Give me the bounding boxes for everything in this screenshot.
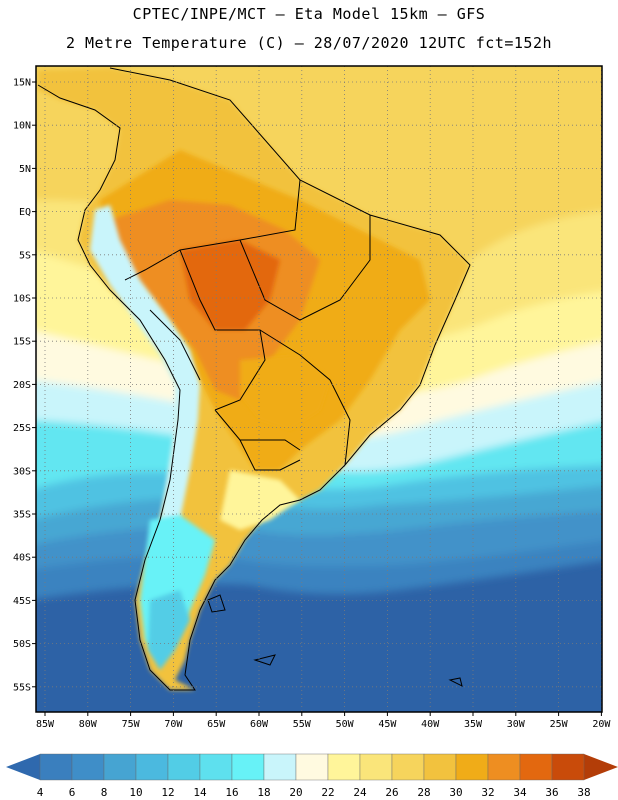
colorbar-label: 24 bbox=[353, 786, 367, 799]
colorbar-label: 22 bbox=[321, 786, 334, 799]
lon-tick-label: 25W bbox=[550, 719, 569, 730]
lat-tick-label: 15S bbox=[13, 337, 31, 348]
colorbar-label: 8 bbox=[101, 786, 108, 799]
colorbar-label: 38 bbox=[577, 786, 590, 799]
colorbar-arrow-left bbox=[6, 754, 40, 780]
colorbar-swatch bbox=[295, 753, 329, 781]
colorbar-label: 10 bbox=[129, 786, 142, 799]
colorbar-swatch bbox=[327, 753, 361, 781]
lon-tick-label: 30W bbox=[507, 719, 526, 730]
colorbar bbox=[6, 753, 618, 781]
colorbar-swatch bbox=[391, 753, 425, 781]
colorbar-swatch bbox=[263, 753, 297, 781]
colorbar-swatch bbox=[455, 753, 489, 781]
lat-tick-label: EQ bbox=[19, 207, 31, 218]
lat-tick-label: 25S bbox=[13, 423, 31, 434]
lat-tick-label: 45S bbox=[13, 596, 31, 607]
lon-tick-label: 60W bbox=[250, 719, 269, 730]
colorbar-label: 18 bbox=[257, 786, 270, 799]
colorbar-swatch bbox=[551, 753, 585, 781]
lon-tick-label: 80W bbox=[79, 719, 98, 730]
lon-tick-label: 85W bbox=[36, 719, 55, 730]
lon-tick-label: 50W bbox=[336, 719, 355, 730]
colorbar-label: 34 bbox=[513, 786, 527, 799]
colorbar-swatch bbox=[135, 753, 169, 781]
lat-tick-label: 10N bbox=[13, 121, 31, 132]
lat-tick-label: 30S bbox=[13, 466, 31, 477]
chart-title-line1: CPTEC/INPE/MCT – Eta Model 15km – GFS bbox=[132, 5, 486, 23]
coastline-borders bbox=[37, 67, 471, 691]
latitude-axis: 15N 10N 5N EQ 5S 10S 15S 20S 25S 30S 35S 40S 45S 50S 5… bbox=[13, 78, 36, 693]
longitude-axis: 85W 80W 75W 70W 65W 60W 55W 50W 45W 40W 35W 30W 25W 2… bbox=[36, 712, 611, 730]
lat-tick-label: 40S bbox=[13, 553, 31, 564]
map-frame bbox=[35, 65, 603, 713]
colorbar-swatch bbox=[487, 753, 521, 781]
lon-tick-label: 75W bbox=[122, 719, 141, 730]
colorbar-swatch bbox=[199, 753, 233, 781]
colorbar-label: 14 bbox=[193, 786, 207, 799]
colorbar-swatch bbox=[423, 753, 457, 781]
lat-tick-label: 50S bbox=[13, 639, 31, 650]
colorbar-label: 4 bbox=[37, 786, 44, 799]
lat-tick-label: 5N bbox=[19, 164, 31, 175]
lat-tick-label: 5S bbox=[19, 250, 31, 261]
lat-tick-label: 35S bbox=[13, 510, 31, 521]
colorbar-swatch bbox=[167, 753, 201, 781]
colorbar-label: 30 bbox=[449, 786, 462, 799]
continent-south-america bbox=[38, 68, 470, 690]
map-field bbox=[36, 66, 602, 712]
colorbar-swatch bbox=[103, 753, 137, 781]
colorbar-swatch bbox=[519, 753, 553, 781]
lon-tick-label: 40W bbox=[421, 719, 440, 730]
chart-title-line2: 2 Metre Temperature (C) – 28/07/2020 12U… bbox=[65, 34, 553, 52]
colorbar-label: 36 bbox=[545, 786, 558, 799]
colorbar-swatch bbox=[39, 753, 73, 781]
lon-tick-label: 20W bbox=[592, 719, 611, 730]
colorbar-swatch bbox=[71, 753, 105, 781]
colorbar-label: 32 bbox=[481, 786, 494, 799]
colorbar-swatch bbox=[231, 753, 265, 781]
lon-tick-label: 35W bbox=[464, 719, 483, 730]
lon-tick-label: 65W bbox=[207, 719, 226, 730]
colorbar-label: 16 bbox=[225, 786, 238, 799]
colorbar-label: 20 bbox=[289, 786, 302, 799]
colorbar-label: 28 bbox=[417, 786, 430, 799]
lon-tick-label: 55W bbox=[293, 719, 312, 730]
colorbar-label: 12 bbox=[161, 786, 174, 799]
lat-tick-label: 55S bbox=[13, 682, 31, 693]
colorbar-label: 6 bbox=[69, 786, 76, 799]
lat-tick-label: 10S bbox=[13, 294, 31, 305]
colorbar-arrow-right bbox=[584, 754, 618, 780]
colorbar-swatch bbox=[359, 753, 393, 781]
lat-tick-label: 20S bbox=[13, 380, 31, 391]
lat-tick-label: 15N bbox=[13, 78, 31, 89]
colorbar-labels: 4 6 8 10 12 14 16 18 20 22 24 26 28 30 32 34 36 38 bbox=[37, 786, 591, 799]
colorbar-label: 26 bbox=[385, 786, 398, 799]
lon-tick-label: 70W bbox=[164, 719, 183, 730]
lon-tick-label: 45W bbox=[378, 719, 397, 730]
